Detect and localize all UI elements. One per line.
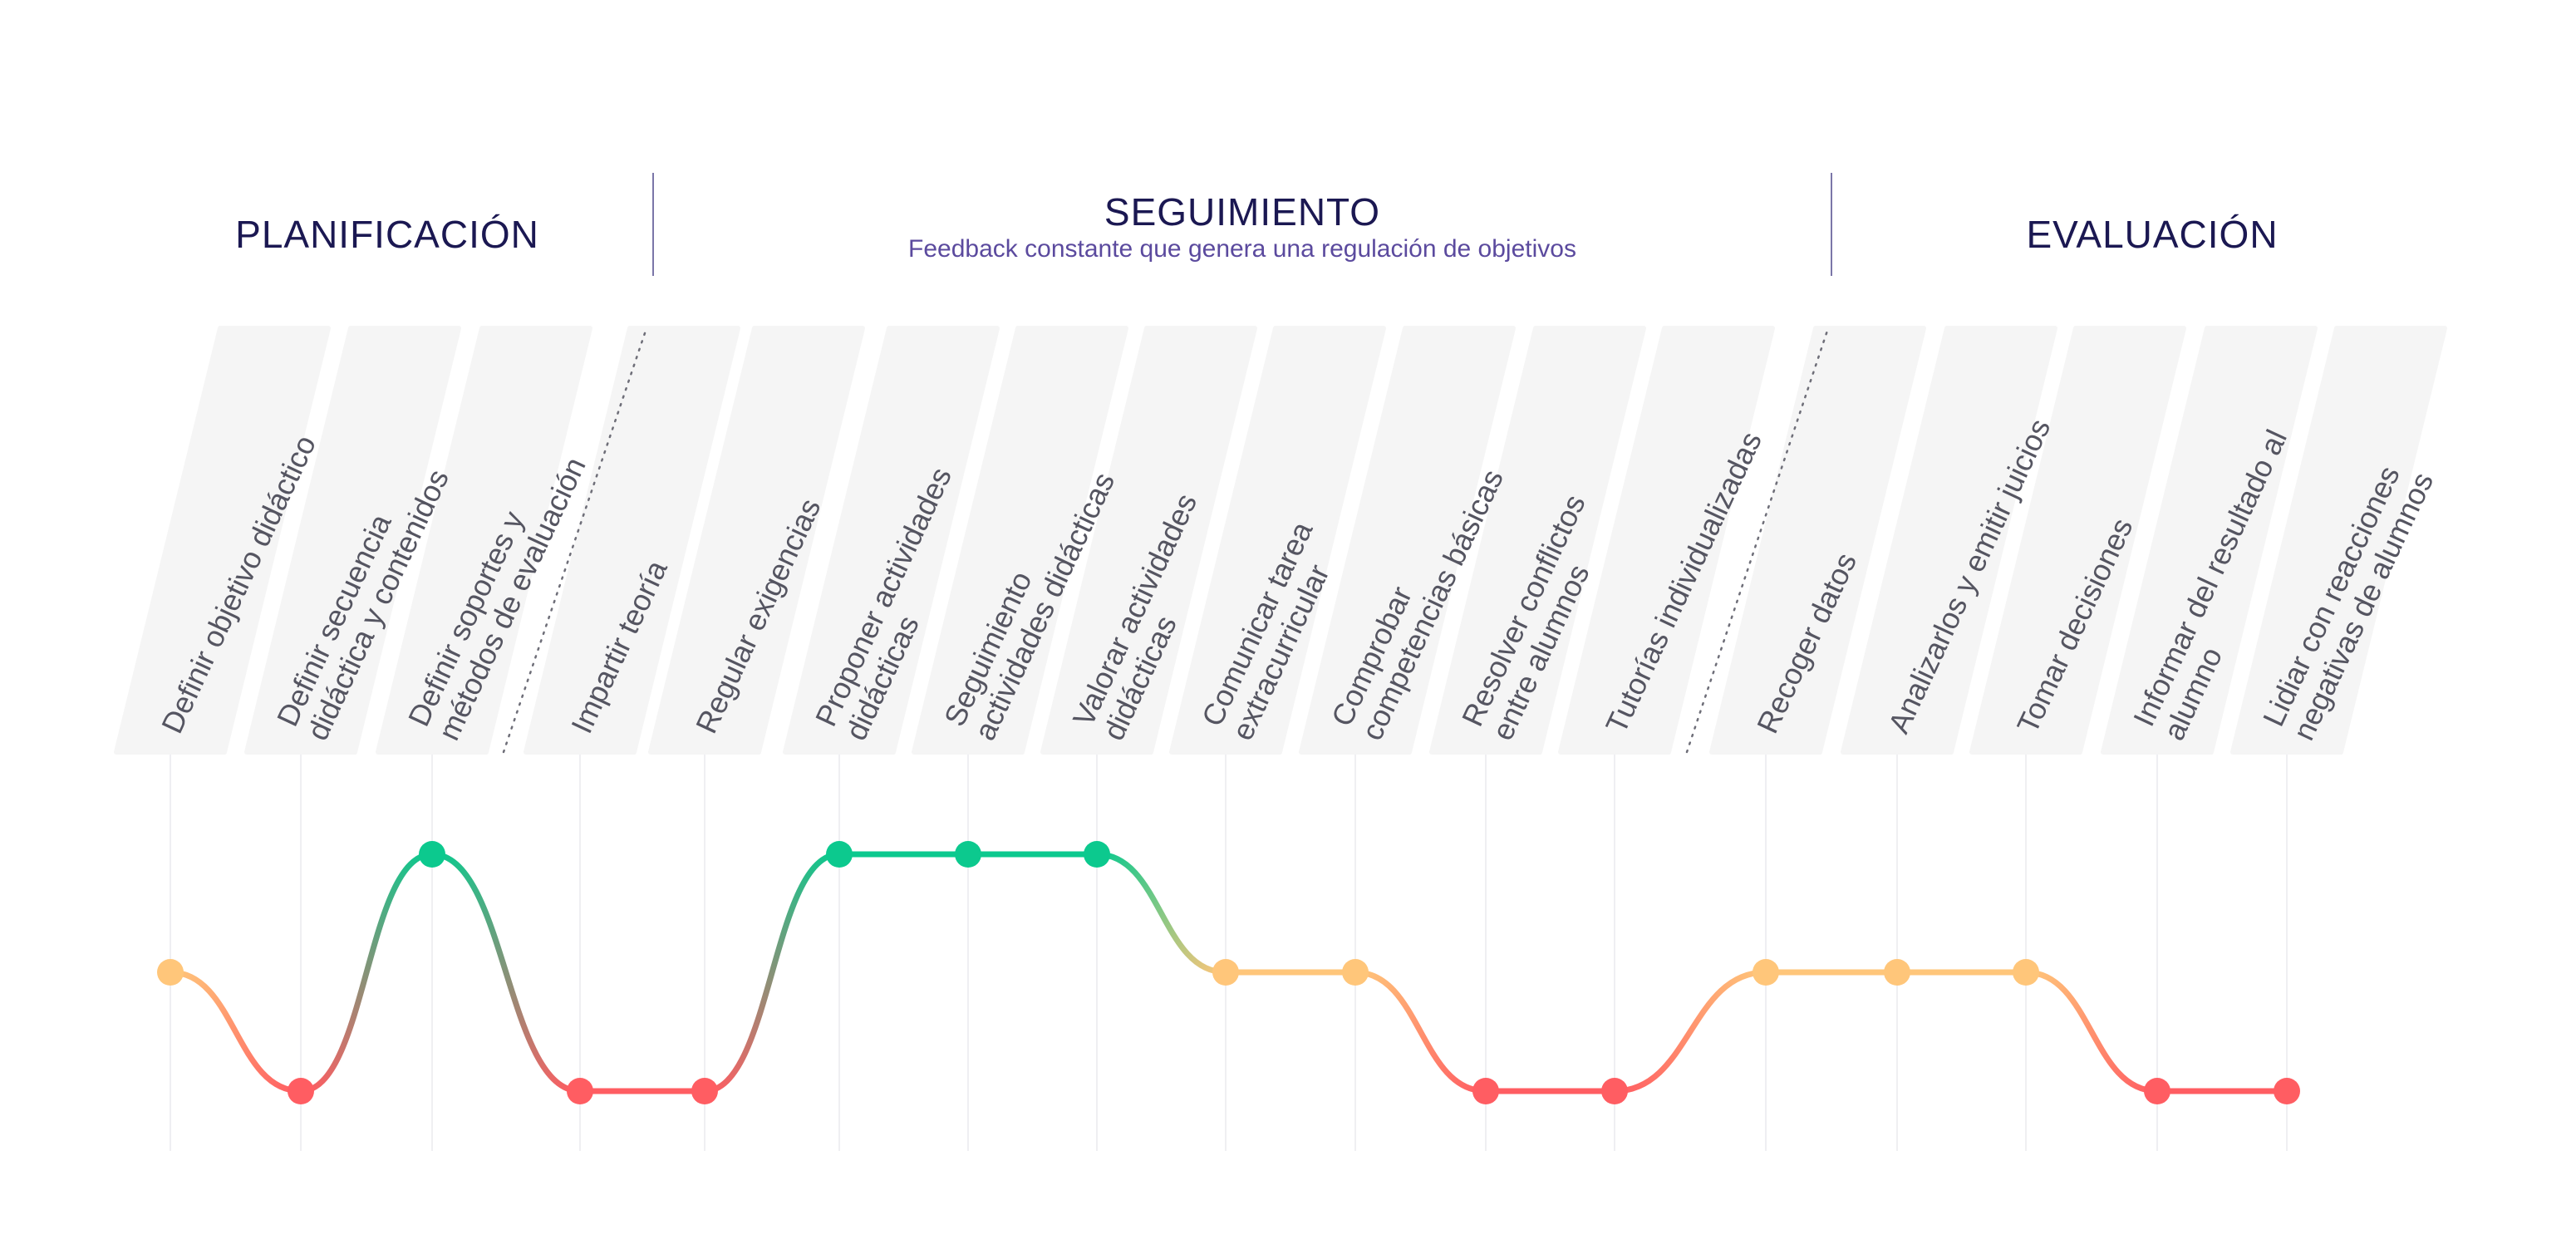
step-node xyxy=(691,1078,718,1104)
phase-title-planificacion: PLANIFICACIÓN xyxy=(235,213,539,256)
phase-separator-dotted xyxy=(1685,327,1830,754)
phase-divider xyxy=(652,173,654,276)
step-card xyxy=(912,326,1128,755)
step-node xyxy=(826,841,853,868)
step-node xyxy=(1601,1078,1628,1104)
phase-subtitle-seguimiento: Feedback constante que genera una regula… xyxy=(908,235,1576,263)
step-node xyxy=(1342,959,1369,986)
step-card xyxy=(1969,326,2186,755)
step-card xyxy=(2101,326,2318,755)
phase-separator-dotted xyxy=(502,327,648,754)
step-node xyxy=(1212,959,1239,986)
curve-segment xyxy=(1611,969,1769,1094)
step-node xyxy=(2144,1078,2170,1104)
curve-segment xyxy=(2023,969,2161,1094)
step-node xyxy=(1084,841,1110,868)
step-node xyxy=(1472,1078,1499,1104)
step-card xyxy=(1169,326,1386,755)
step-card xyxy=(244,326,461,755)
curve-segment xyxy=(701,851,843,1094)
step-card xyxy=(114,326,331,755)
step-card xyxy=(1429,326,1646,755)
step-card xyxy=(376,326,592,755)
step-card xyxy=(1299,326,1516,755)
step-node xyxy=(2274,1078,2300,1104)
curve-segment xyxy=(429,851,583,1094)
phase-title-seguimiento: SEGUIMIENTO xyxy=(1104,190,1381,234)
step-node xyxy=(1884,959,1910,986)
step-node xyxy=(288,1078,314,1104)
step-node xyxy=(955,841,981,868)
curve-segment xyxy=(167,969,304,1094)
step-node xyxy=(2013,959,2039,986)
step-card xyxy=(648,326,865,755)
step-card xyxy=(1709,326,1926,755)
step-card xyxy=(524,326,740,755)
step-node xyxy=(1753,959,1779,986)
step-card xyxy=(1841,326,2057,755)
curve-segment xyxy=(1352,969,1489,1094)
step-card xyxy=(783,326,1000,755)
phase-title-evaluacion: EVALUACIÓN xyxy=(2026,213,2279,256)
curve-segment xyxy=(1094,851,1229,976)
step-node xyxy=(157,959,184,986)
step-node xyxy=(419,841,445,868)
curve-segment xyxy=(297,851,435,1094)
step-card xyxy=(2230,326,2447,755)
step-card xyxy=(1040,326,1257,755)
phase-divider xyxy=(1831,173,1832,276)
step-card xyxy=(1558,326,1775,755)
step-node xyxy=(567,1078,593,1104)
